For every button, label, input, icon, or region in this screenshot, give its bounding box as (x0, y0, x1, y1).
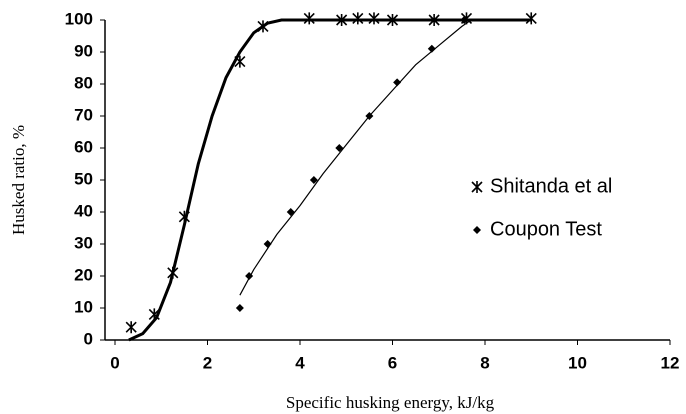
y-tick-label: 60 (74, 137, 93, 156)
y-tick-label: 100 (65, 9, 93, 28)
diamond-marker (427, 44, 436, 53)
asterisk-marker (368, 12, 380, 25)
fit-curve (239, 19, 472, 296)
x-tick-label: 2 (203, 353, 212, 372)
y-tick-label: 0 (84, 329, 93, 348)
legend-label: Shitanda et al (490, 175, 612, 197)
x-tick-label: 8 (480, 353, 489, 372)
fit-curve (128, 18, 532, 342)
asterisk-marker (352, 12, 364, 25)
y-tick-label: 40 (74, 201, 93, 220)
x-tick-label: 4 (295, 353, 305, 372)
asterisk-marker (428, 14, 440, 26)
asterisk-marker (178, 210, 190, 223)
diamond-marker (393, 78, 402, 87)
y-tick-label: 20 (74, 265, 93, 284)
asterisk-marker (471, 181, 483, 193)
asterisk-marker (303, 12, 315, 25)
x-tick-label: 12 (661, 353, 680, 372)
x-tick-label: 0 (110, 353, 119, 372)
asterisk-marker (386, 14, 399, 26)
y-tick-label: 70 (74, 105, 93, 124)
diamond-marker (235, 304, 244, 312)
diamond-marker (309, 176, 318, 184)
diamond-marker (473, 226, 481, 234)
asterisk-marker (125, 321, 137, 334)
diamond-marker (335, 144, 344, 152)
diamond-marker (263, 240, 272, 248)
asterisk-marker (148, 308, 160, 321)
asterisk-marker (167, 266, 179, 279)
diamond-marker (460, 16, 469, 24)
diamond-marker (365, 112, 374, 120)
y-tick-label: 50 (74, 169, 93, 188)
asterisk-marker (234, 55, 246, 68)
y-tick-label: 80 (74, 73, 93, 92)
asterisk-marker (525, 12, 537, 25)
y-tick-label: 90 (74, 41, 93, 60)
y-axis-label: Husked ratio, % (9, 125, 28, 235)
x-tick-label: 10 (568, 353, 587, 372)
diamond-marker (245, 272, 254, 280)
asterisk-marker (336, 14, 348, 26)
y-tick-label: 30 (74, 233, 93, 252)
diamond-marker (286, 208, 295, 216)
x-tick-label: 6 (388, 353, 397, 372)
y-tick-label: 10 (74, 297, 93, 316)
asterisk-marker (257, 20, 269, 33)
x-axis-label: Specific husking energy, kJ/kg (286, 393, 495, 412)
legend-label: Coupon Test (490, 218, 602, 240)
